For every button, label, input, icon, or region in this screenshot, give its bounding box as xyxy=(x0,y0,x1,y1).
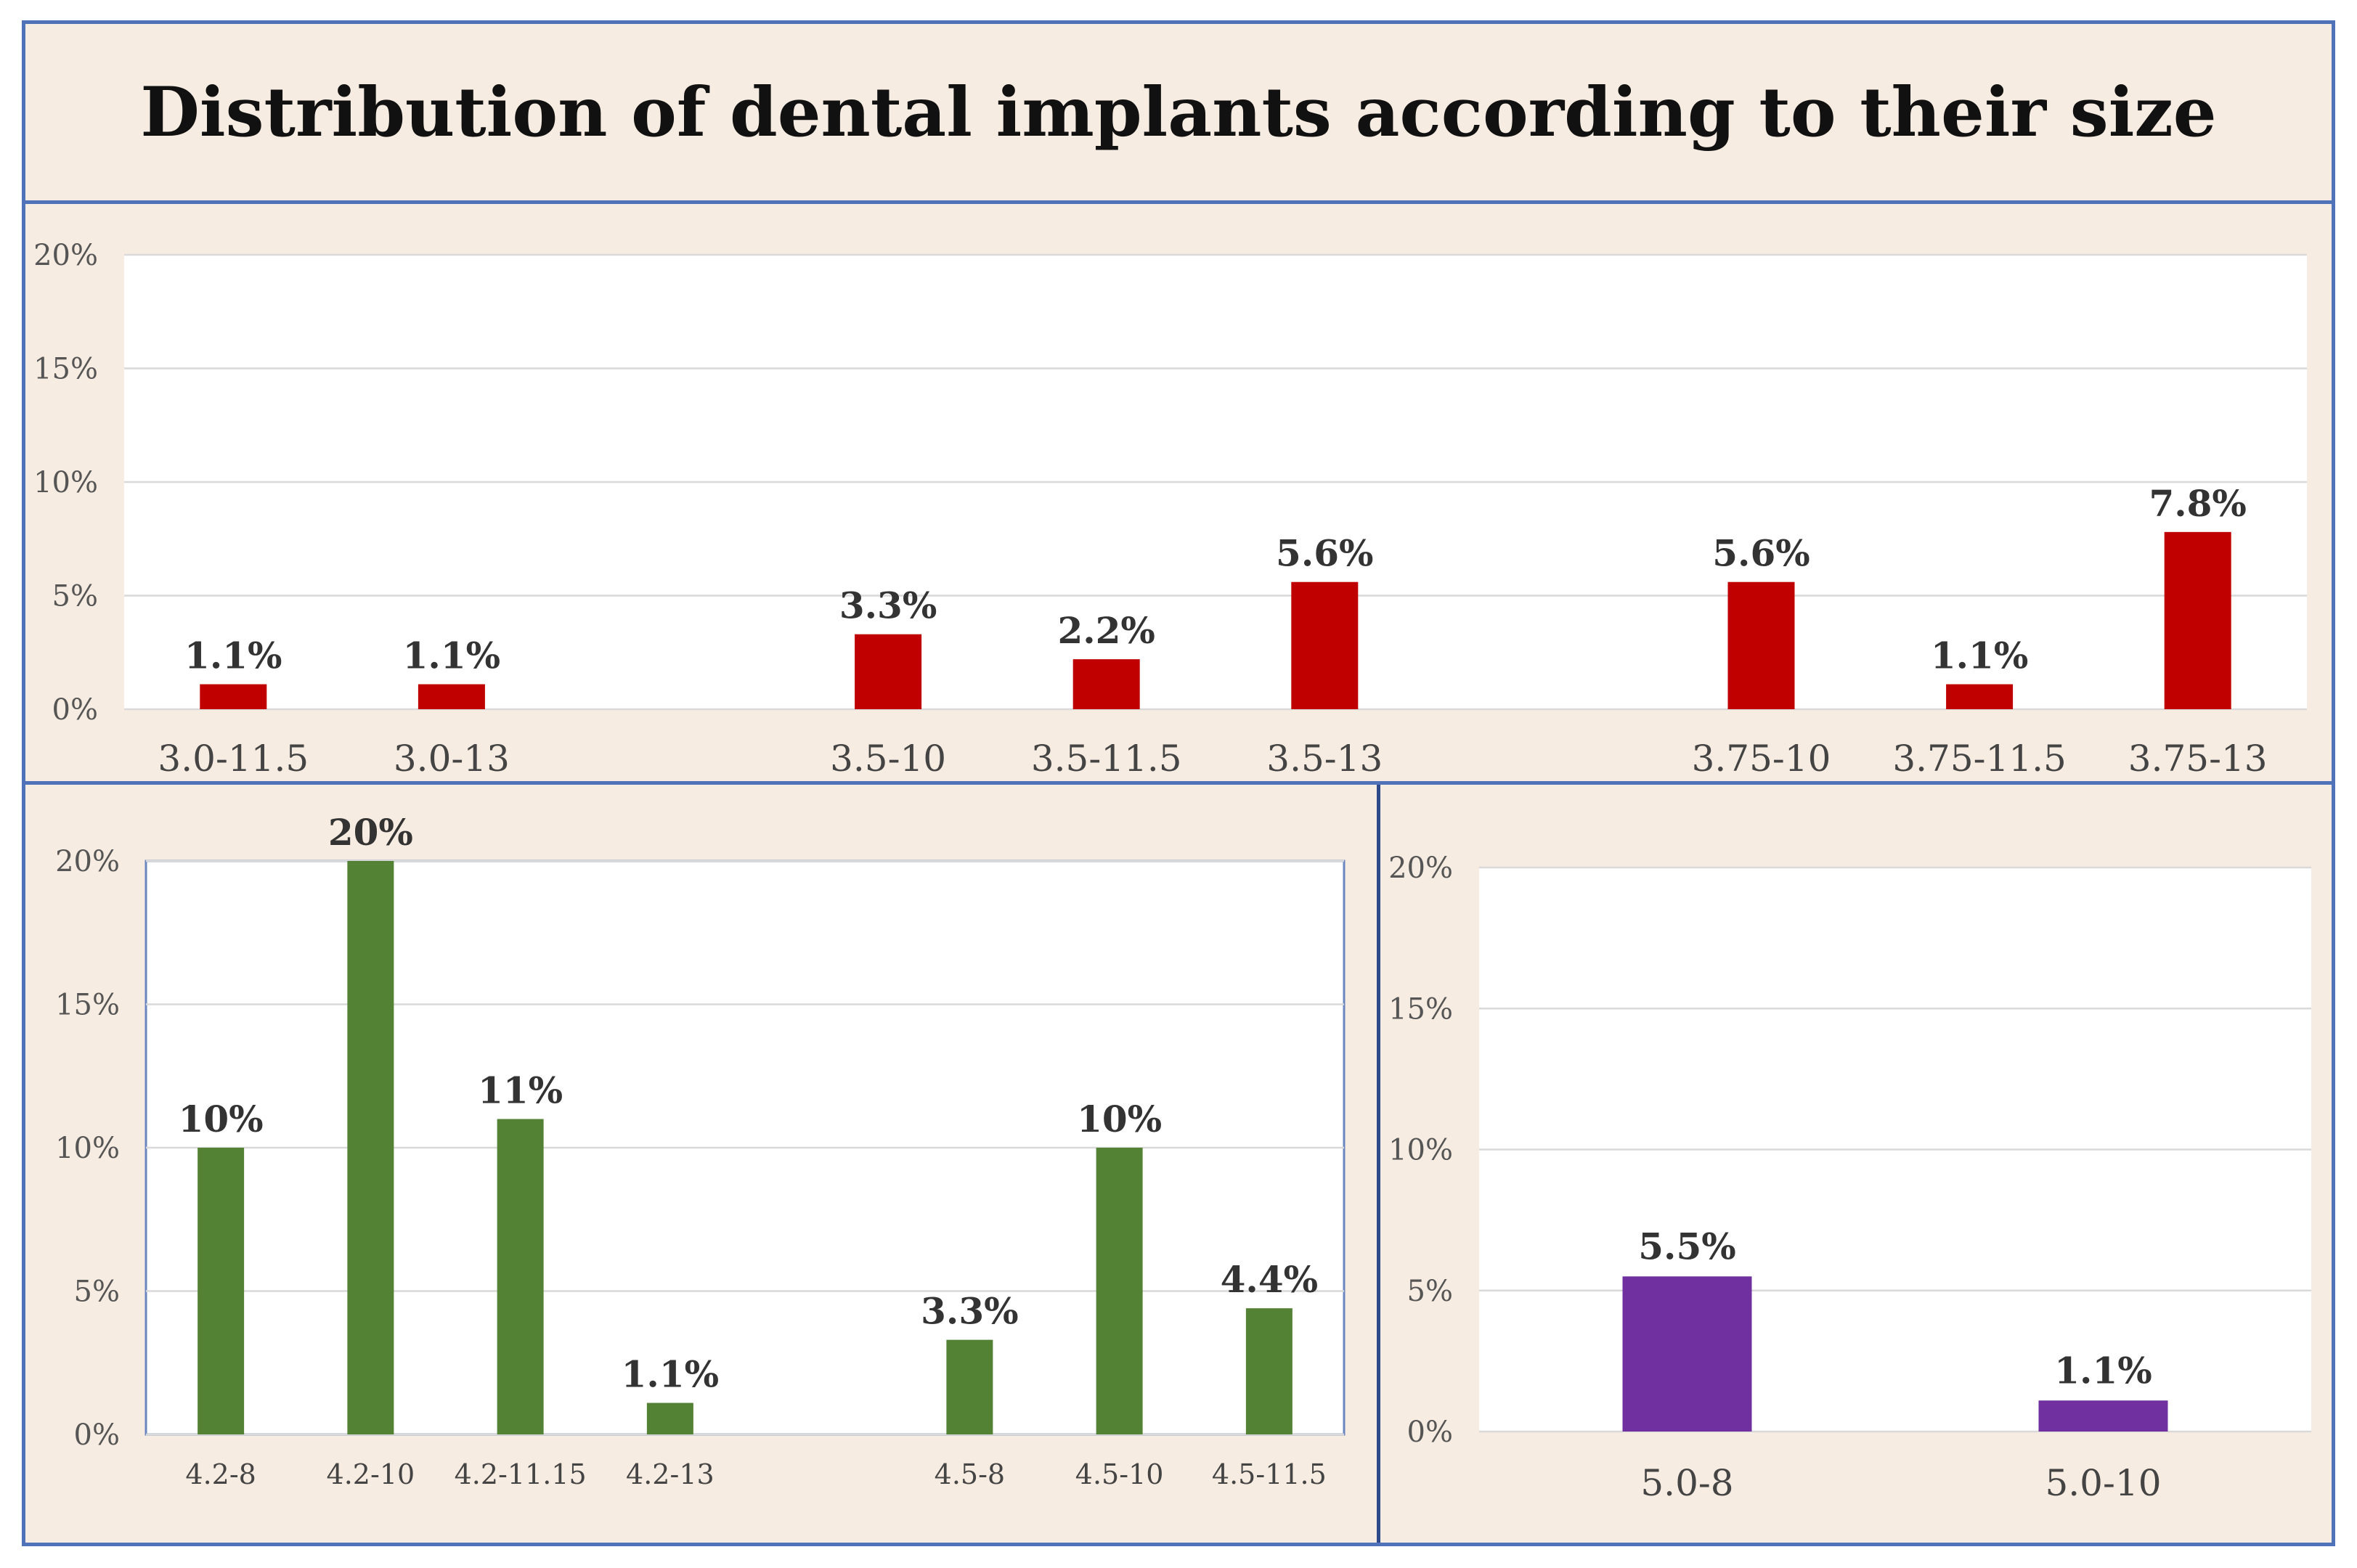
x-category-label: 4.2-8 xyxy=(185,1458,256,1490)
data-label: 1.1% xyxy=(1931,634,2029,677)
bar xyxy=(1727,581,1795,709)
bar xyxy=(855,634,922,709)
title-band: Distribution of dental implants accordin… xyxy=(25,24,2332,204)
bar xyxy=(418,684,485,709)
x-category-label: 3.5-13 xyxy=(1266,738,1383,780)
x-category-label: 3.75-13 xyxy=(2128,738,2268,780)
y-tick-label: 5% xyxy=(1407,1275,1453,1308)
data-label: 3.3% xyxy=(839,584,937,627)
data-label: 1.1% xyxy=(403,634,501,677)
y-tick-label: 20% xyxy=(1388,852,1453,885)
y-tick-label: 10% xyxy=(1388,1134,1453,1167)
bar xyxy=(646,1402,693,1434)
bar xyxy=(2038,1400,2168,1432)
y-tick-label: 10% xyxy=(33,466,98,499)
data-label: 1.1% xyxy=(184,634,282,677)
y-tick-label: 15% xyxy=(33,353,98,386)
data-label: 5.6% xyxy=(1276,532,1374,575)
x-category-label: 5.0-8 xyxy=(1640,1462,1733,1504)
bar xyxy=(347,861,394,1434)
bar xyxy=(1622,1276,1752,1432)
x-category-label: 3.0-13 xyxy=(394,738,510,780)
x-category-label: 4.5-11.5 xyxy=(1212,1458,1327,1490)
chart-top: 0% 5% 10% 15% 20% 3.0-11.5 1.1% 3.0-13 1.1% 3.5-1… xyxy=(33,239,2307,780)
bar xyxy=(946,1339,993,1434)
x-category-label: 3.75-10 xyxy=(1692,738,1831,780)
x-category-label: 4.2-13 xyxy=(626,1458,715,1490)
x-category-label: 3.0-11.5 xyxy=(158,738,309,780)
chart-bottom-right: 0% 5% 10% 15% 20% 5.0-8 5.5% 5.0-10 1.1% xyxy=(1388,852,2311,1504)
data-label: 1.1% xyxy=(2054,1349,2152,1392)
data-label: 1.1% xyxy=(622,1353,720,1396)
figure-frame: Distribution of dental implants accordin… xyxy=(22,20,2335,1546)
chart-title: Distribution of dental implants accordin… xyxy=(140,72,2217,152)
chart-panel-bottom-left: 0% 5% 10% 15% 20% 4.2-8 10% 4.2-10 20% 4.2-11.15 1… xyxy=(25,785,1380,1543)
y-tick-label: 5% xyxy=(74,1275,120,1309)
bar xyxy=(198,1148,245,1434)
y-tick-label: 5% xyxy=(52,580,98,613)
chart-panel-bottom-right: 0% 5% 10% 15% 20% 5.0-8 5.5% 5.0-10 1.1% xyxy=(1380,785,2332,1543)
y-tick-label: 15% xyxy=(55,989,120,1022)
data-label: 3.3% xyxy=(921,1290,1019,1333)
x-category-label: 4.5-10 xyxy=(1075,1458,1164,1490)
y-tick-label: 0% xyxy=(74,1418,120,1452)
data-label: 11% xyxy=(478,1069,563,1112)
y-tick-label: 10% xyxy=(55,1132,120,1165)
bar xyxy=(200,684,267,709)
x-category-label: 3.5-10 xyxy=(830,738,946,780)
x-category-label: 3.5-11.5 xyxy=(1031,738,1182,780)
data-label: 2.2% xyxy=(1057,609,1155,652)
bar xyxy=(1245,1308,1293,1434)
data-label: 5.5% xyxy=(1638,1225,1736,1267)
data-label: 20% xyxy=(328,811,413,854)
y-tick-label: 0% xyxy=(1407,1416,1453,1449)
data-label: 4.4% xyxy=(1221,1258,1319,1301)
x-category-label: 5.0-10 xyxy=(2045,1462,2161,1504)
x-category-label: 4.2-10 xyxy=(327,1458,415,1490)
chart-bottom-left: 0% 5% 10% 15% 20% 4.2-8 10% 4.2-10 20% 4.2-11.15 1… xyxy=(55,811,1346,1490)
bar xyxy=(2164,531,2231,709)
data-label: 10% xyxy=(1077,1098,1162,1140)
y-tick-label: 20% xyxy=(33,239,98,272)
bar xyxy=(497,1119,544,1434)
data-label: 7.8% xyxy=(2149,482,2247,525)
bar xyxy=(1072,659,1140,709)
y-tick-label: 0% xyxy=(52,693,98,727)
bar xyxy=(1291,581,1359,709)
bar xyxy=(1946,684,2014,709)
x-category-label: 4.5-8 xyxy=(935,1458,1005,1490)
bar xyxy=(1096,1148,1143,1434)
y-tick-label: 20% xyxy=(55,845,120,878)
x-category-label: 3.75-11.5 xyxy=(1892,738,2067,780)
y-tick-label: 15% xyxy=(1388,992,1453,1026)
x-category-label: 4.2-11.15 xyxy=(455,1458,587,1490)
data-label: 5.6% xyxy=(1712,532,1810,575)
chart-panel-top: 0% 5% 10% 15% 20% 3.0-11.5 1.1% 3.0-13 1.1% 3.5-1… xyxy=(25,204,2332,785)
data-label: 10% xyxy=(179,1098,264,1140)
